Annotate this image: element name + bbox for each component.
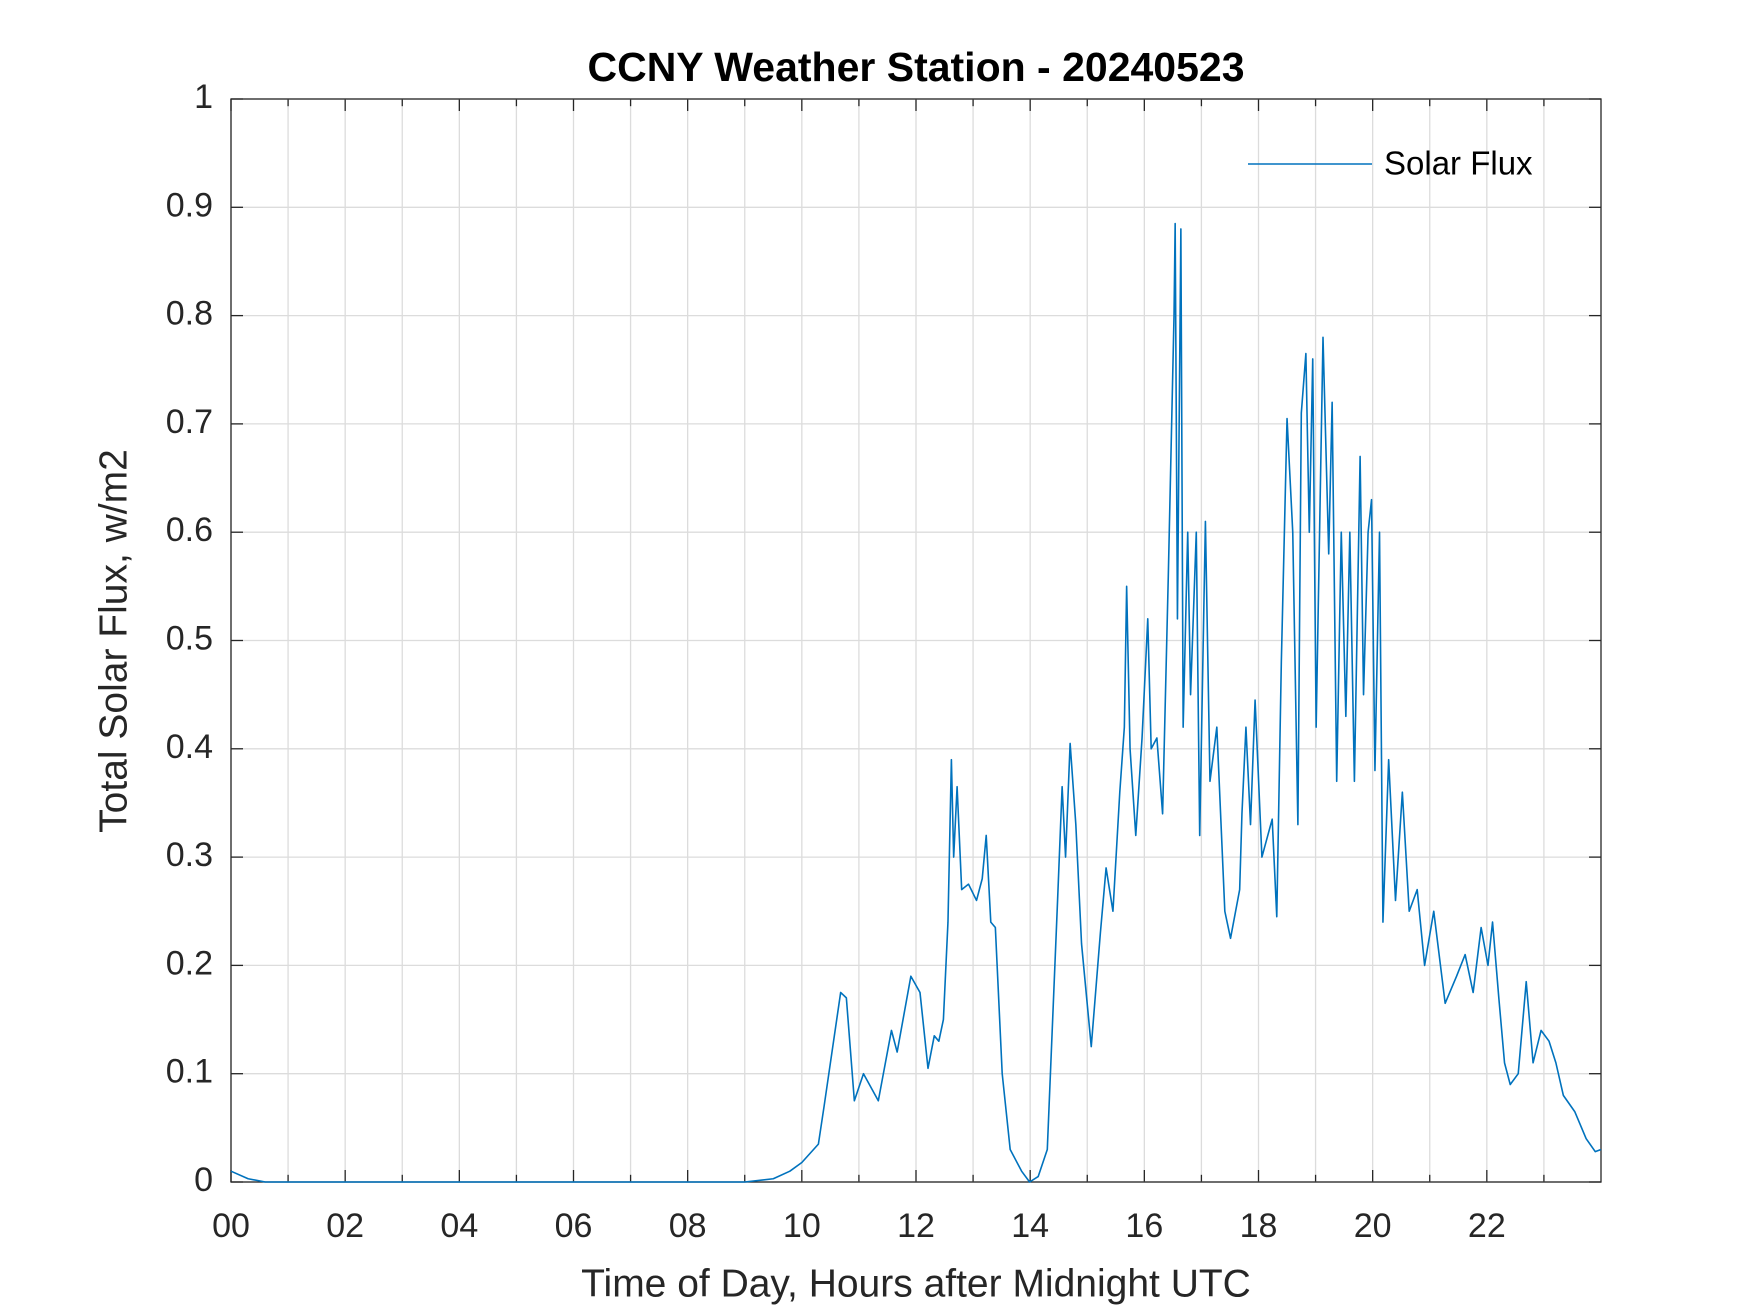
data-line (230, 222, 1602, 1183)
legend-label: Solar Flux (1384, 145, 1533, 182)
x-tick-label: 00 (212, 1207, 250, 1245)
axes-box (230, 98, 1602, 1183)
y-tick-label: 1 (194, 78, 213, 116)
y-tick-label: 0 (194, 1161, 213, 1199)
x-tick-label: 18 (1240, 1207, 1278, 1245)
y-tick-label: 0.3 (166, 836, 213, 874)
x-tick-label: 06 (555, 1207, 593, 1245)
y-tick-label: 0.1 (166, 1053, 213, 1091)
y-axis-label: Total Solar Flux, w/m2 (92, 449, 135, 833)
x-tick-label: 04 (440, 1207, 478, 1245)
x-tick-label: 02 (326, 1207, 364, 1245)
y-tick-label: 0.8 (166, 295, 213, 333)
y-tick-label: 0.6 (166, 511, 213, 549)
y-tick-label: 0.7 (166, 403, 213, 441)
y-tick-label: 0.5 (166, 619, 213, 657)
x-tick-label: 10 (783, 1207, 821, 1245)
y-tick-label: 0.4 (166, 728, 213, 766)
x-tick-label: 12 (897, 1207, 935, 1245)
x-tick-label: 08 (669, 1207, 707, 1245)
y-tick-label: 0.2 (166, 944, 213, 982)
y-tick-label: 0.9 (166, 186, 213, 224)
x-tick-label: 16 (1125, 1207, 1163, 1245)
x-tick-label: 14 (1011, 1207, 1049, 1245)
x-tick-label: 22 (1468, 1207, 1506, 1245)
x-axis-label: Time of Day, Hours after Midnight UTC (581, 1262, 1251, 1305)
x-tick-label: 20 (1354, 1207, 1392, 1245)
chart-title: CCNY Weather Station - 20240523 (587, 44, 1244, 90)
